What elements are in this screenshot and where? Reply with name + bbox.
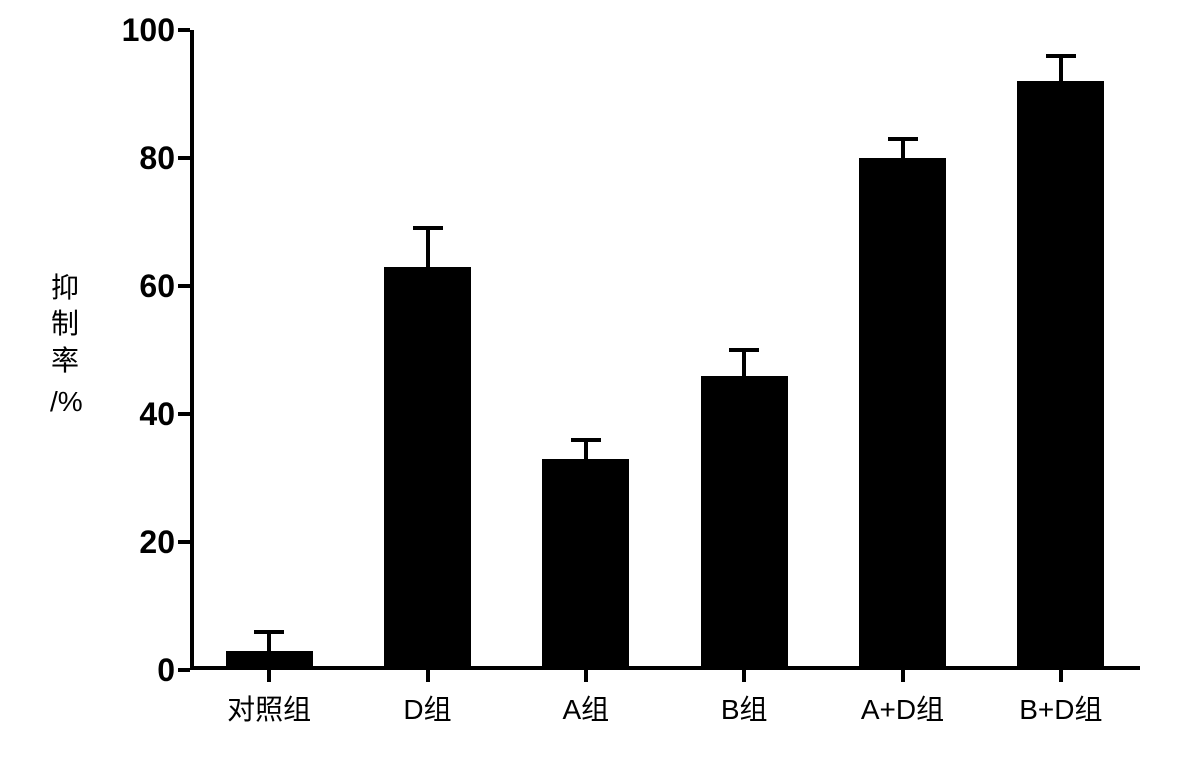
y-tick (178, 540, 190, 544)
bar (384, 267, 471, 670)
x-tick-label: B+D组 (991, 688, 1131, 728)
bar (701, 376, 788, 670)
y-tick-label: 40 (115, 396, 175, 433)
y-tick (178, 412, 190, 416)
error-bar-stem (742, 350, 746, 376)
y-axis-label-text-4: /% (50, 384, 80, 420)
y-tick (178, 28, 190, 32)
y-tick (178, 668, 190, 672)
plot-area (190, 30, 1140, 670)
x-tick (267, 670, 271, 682)
error-bar-cap (254, 630, 284, 634)
y-axis-label-text-3: 率 (50, 343, 80, 379)
x-tick-label: D组 (358, 688, 498, 728)
y-tick-label: 100 (115, 12, 175, 49)
y-axis-label: 抑 制 率 /% (50, 270, 80, 421)
y-axis-label-text-2: 制 (50, 306, 80, 342)
error-bar-cap (571, 438, 601, 442)
x-tick-label: B组 (674, 688, 814, 728)
error-bar-stem (426, 228, 430, 266)
y-tick-label: 20 (115, 524, 175, 561)
x-tick-label: A+D组 (833, 688, 973, 728)
error-bar-cap (1046, 54, 1076, 58)
error-bar-stem (584, 440, 588, 459)
bar (542, 459, 629, 670)
error-bar-cap (888, 137, 918, 141)
error-bar-stem (267, 632, 271, 651)
error-bar-stem (1059, 56, 1063, 82)
x-tick (584, 670, 588, 682)
error-bar-stem (901, 139, 905, 158)
error-bar-cap (729, 348, 759, 352)
error-bar-cap (413, 226, 443, 230)
y-tick-label: 80 (115, 140, 175, 177)
x-tick (742, 670, 746, 682)
bar (226, 651, 313, 670)
x-tick (1059, 670, 1063, 682)
y-tick-label: 60 (115, 268, 175, 305)
y-tick-label: 0 (115, 652, 175, 689)
x-tick-label: 对照组 (199, 688, 339, 728)
bar (859, 158, 946, 670)
y-tick (178, 156, 190, 160)
bar (1017, 81, 1104, 670)
x-tick-label: A组 (516, 688, 656, 728)
bar-chart: 抑 制 率 /% 020406080100对照组D组A组B组A+D组B+D组 (60, 20, 1160, 740)
y-tick (178, 284, 190, 288)
y-axis-label-text-1: 抑 (50, 270, 80, 306)
x-tick (901, 670, 905, 682)
x-tick (426, 670, 430, 682)
